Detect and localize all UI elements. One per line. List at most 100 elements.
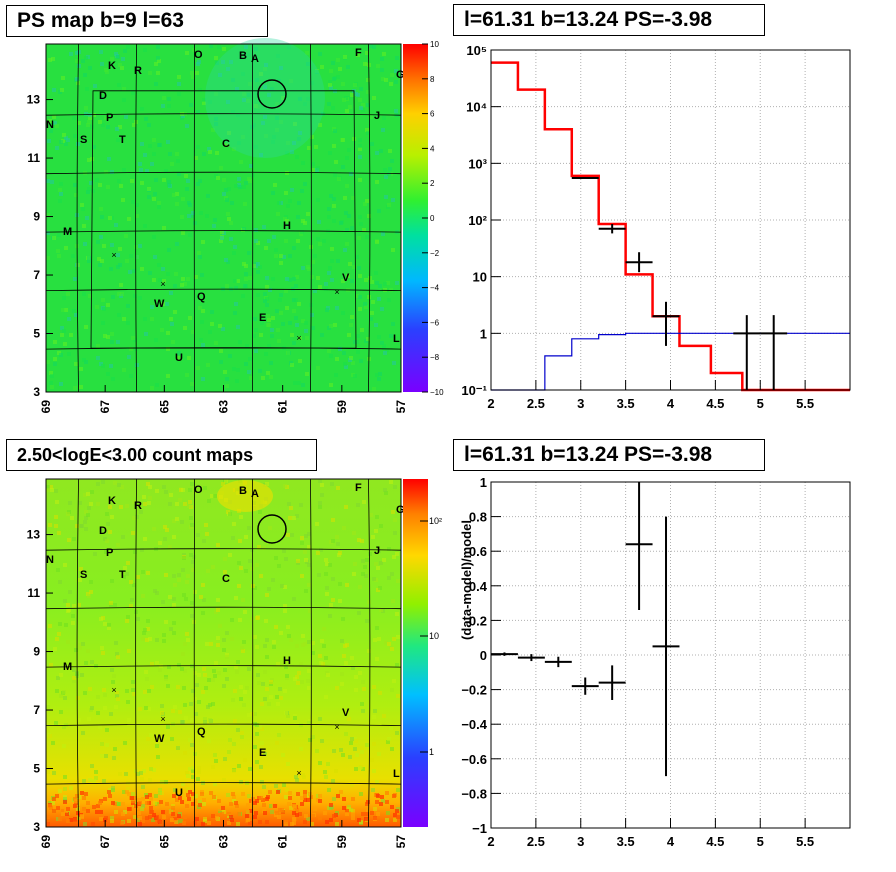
map-pixel [373, 709, 377, 713]
map-pixel [110, 816, 114, 820]
map-pixel [358, 155, 362, 159]
map-pixel [275, 128, 279, 132]
map-pixel [114, 641, 118, 645]
map-pixel [239, 685, 243, 689]
map-pixel [275, 309, 279, 313]
map-pixel [303, 798, 307, 802]
map-pixel [194, 794, 198, 798]
map-pixel [350, 783, 354, 787]
map-pixel [175, 152, 179, 156]
map-pixel [245, 686, 249, 690]
map-pixel [248, 767, 252, 771]
map-pixel [127, 649, 131, 653]
map-pixel [284, 665, 288, 669]
map-pixel [88, 687, 92, 691]
map-pixel [387, 298, 391, 302]
map-pixel [114, 52, 118, 56]
map-pixel [270, 334, 274, 338]
map-pixel [117, 179, 121, 183]
map-pixel [106, 185, 110, 189]
map-pixel [168, 545, 172, 549]
map-pixel [160, 711, 164, 715]
longitude-line [310, 43, 312, 393]
map-pixel [269, 695, 273, 699]
map-pixel [292, 246, 296, 250]
map-pixel [67, 608, 71, 612]
map-pixel [357, 611, 361, 615]
source-label: U [175, 787, 183, 799]
map-pixel [311, 735, 315, 739]
map-pixel [177, 573, 181, 577]
map-pixel [78, 578, 82, 582]
map-pixel [138, 707, 142, 711]
map-pixel [61, 809, 65, 813]
map-pixel [259, 796, 263, 800]
y-tick-label: 1 [480, 475, 487, 490]
map-pixel [387, 576, 391, 580]
map-pixel [189, 103, 193, 107]
map-pixel [275, 741, 279, 745]
ps-map-title: PS map b=9 l=63 [6, 5, 268, 37]
longitude-line [368, 43, 371, 393]
map-pixel [174, 820, 178, 824]
map-pixel [344, 211, 348, 215]
map-pixel [207, 499, 211, 503]
map-pixel [61, 76, 65, 80]
source-label: H [283, 655, 291, 667]
map-pixel [377, 752, 381, 756]
map-pixel [270, 328, 274, 332]
map-pixel [361, 680, 365, 684]
map-pixel [323, 811, 327, 815]
map-pixel [145, 801, 149, 805]
map-pixel [247, 53, 251, 57]
map-pixel [311, 641, 315, 645]
map-pixel [244, 45, 248, 49]
map-pixel [69, 52, 73, 56]
x-tick-label: 3 [577, 396, 584, 411]
map-pixel [300, 536, 304, 540]
map-pixel [258, 265, 262, 269]
map-pixel [207, 678, 211, 682]
map-pixel [284, 795, 288, 799]
map-pixel [72, 309, 76, 313]
map-pixel [254, 811, 258, 815]
map-pixel [111, 680, 115, 684]
map-pixel [323, 770, 327, 774]
map-pixel [385, 348, 389, 352]
x-tick-label: 5.5 [796, 396, 814, 411]
map-pixel [288, 321, 292, 325]
map-pixel [106, 372, 110, 376]
source-label: R [134, 65, 142, 77]
map-pixel [224, 479, 228, 483]
map-pixel [138, 162, 142, 166]
source-label: Q [197, 291, 206, 303]
map-pixel [350, 315, 354, 319]
longitude-line [135, 43, 137, 393]
map-pixel [334, 769, 338, 773]
map-pixel [211, 765, 215, 769]
map-pixel [106, 335, 110, 339]
map-pixel [162, 815, 166, 819]
map-pixel [223, 370, 227, 374]
map-pixel [177, 172, 181, 176]
map-pixel [283, 604, 287, 608]
map-pixel [307, 146, 311, 150]
map-pixel [209, 642, 213, 646]
map-pixel [181, 231, 185, 235]
map-pixel [95, 305, 99, 309]
map-pixel [353, 374, 357, 378]
map-pixel [313, 289, 317, 293]
map-pixel [196, 366, 200, 370]
map-pixel [236, 368, 240, 372]
map-pixel [318, 285, 322, 289]
map-pixel [205, 642, 209, 646]
map-pixel [263, 292, 267, 296]
map-pixel [116, 697, 120, 701]
map-pixel [77, 603, 81, 607]
map-pixel [350, 737, 354, 741]
map-pixel [56, 568, 60, 572]
map-pixel [46, 488, 50, 492]
map-pixel [232, 522, 236, 526]
map-pixel [123, 741, 127, 745]
map-pixel [356, 483, 360, 487]
